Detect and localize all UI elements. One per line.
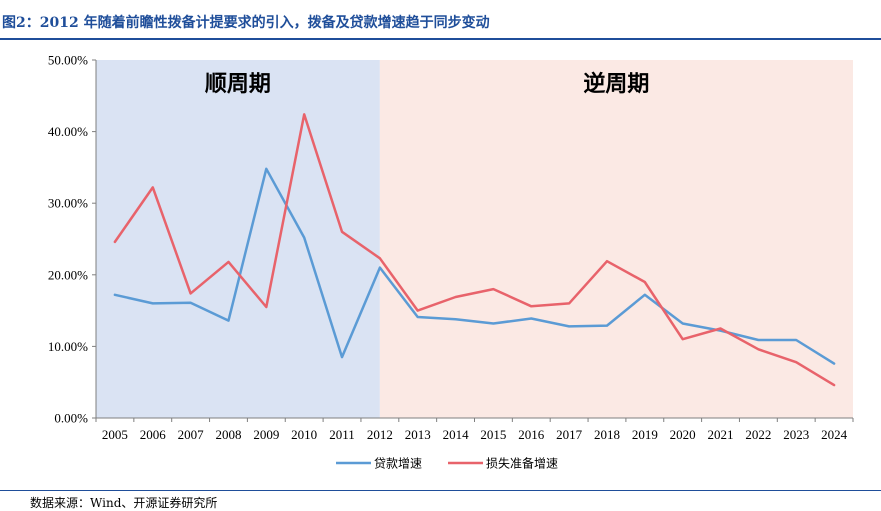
y-tick-label: 0.00% [54,411,88,426]
x-tick-label: 2018 [594,427,620,442]
line-chart: 0.00% 10.00% 20.00% 30.00% 40.00% 50.00% 2005 2… [48,53,854,471]
x-tick-label: 2005 [102,427,128,442]
y-tick-label: 10.00% [48,339,88,354]
x-tick-label: 2007 [178,427,205,442]
x-tick-label: 2014 [443,427,470,442]
x-tick-label: 2020 [670,427,696,442]
x-tick-label: 2009 [253,427,279,442]
x-tick-label: 2016 [518,427,545,442]
x-tick-label: 2006 [140,427,167,442]
legend-label-2: 损失准备增速 [486,456,558,471]
x-tick-label: 2023 [783,427,809,442]
y-tick-label: 30.00% [48,196,88,211]
x-tick-label: 2021 [708,427,734,442]
region-background-1 [96,60,380,418]
y-tick-label: 20.00% [48,267,88,282]
legend-label-1: 贷款增速 [374,457,422,471]
x-tick-label: 2019 [632,427,658,442]
x-tick-label: 2017 [556,427,583,442]
region-label-2: 逆周期 [583,71,649,97]
x-tick-label: 2013 [405,427,431,442]
legend: 贷款增速 损失准备增速 [336,456,558,471]
region-backgrounds [96,60,853,418]
x-tick-label: 2022 [745,427,771,442]
region-label-1: 顺周期 [205,72,271,97]
title-divider [0,38,881,40]
region-background-2 [379,60,853,418]
y-tick-label: 50.00% [48,53,88,68]
x-tick-label: 2008 [215,427,241,442]
figure-title: 图2：2012 年随着前瞻性拨备计提要求的引入，拨备及贷款增速趋于同步变动 [2,15,490,31]
x-tick-label: 2012 [367,427,393,442]
source-divider [0,490,881,491]
y-tick-label: 40.00% [48,124,88,139]
x-tick-label: 2011 [329,427,355,442]
x-tick-label: 2024 [821,427,848,442]
series-lines [113,113,836,387]
x-tick-label: 2015 [480,427,506,442]
region-labels: 顺周期 逆周期 [205,71,650,97]
axes: 0.00% 10.00% 20.00% 30.00% 40.00% 50.00% 2005 2… [48,53,854,442]
x-tick-label: 2010 [291,427,317,442]
source-note: 数据来源：Wind、开源证券研究所 [30,496,218,510]
series-line-2 [113,113,836,387]
